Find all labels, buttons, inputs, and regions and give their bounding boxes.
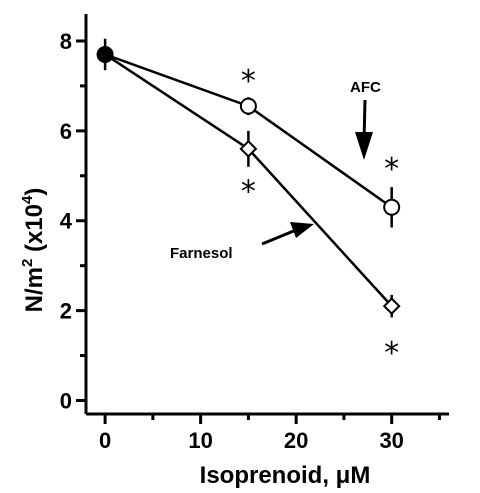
x-tick-label: 0 xyxy=(99,428,111,453)
y-axis-title-sup-1: 2 xyxy=(19,259,36,267)
y-axis-title-close: ) xyxy=(21,188,48,196)
annotation-farnesol-arrow xyxy=(261,228,297,246)
y-tick-label: 6 xyxy=(60,119,72,144)
x-axis-title: Isoprenoid, μM xyxy=(200,462,371,489)
significance-asterisk: * xyxy=(384,152,399,187)
annotation-layer: AFC Farnesol xyxy=(170,79,381,262)
data-point-farnesol xyxy=(382,297,401,316)
series-layer: * * * * xyxy=(96,38,401,371)
significance-asterisk: * xyxy=(241,64,256,99)
y-axis-title-group: N/m2 (x104) xyxy=(19,188,48,313)
y-tick-label: 2 xyxy=(60,299,72,324)
data-point-farnesol xyxy=(239,139,258,158)
data-point-afc xyxy=(239,97,257,115)
annotation-farnesol-arrowhead xyxy=(290,222,314,238)
annotation-farnesol: Farnesol xyxy=(170,245,233,262)
x-tick-label: 30 xyxy=(379,428,403,453)
y-axis-title-main: N/m xyxy=(21,267,48,312)
y-tick-label: 4 xyxy=(60,209,73,234)
axes: 0 2 4 6 8 0 10 20 30 xyxy=(60,14,449,453)
x-tick-label: 10 xyxy=(188,428,212,453)
annotation-afc: AFC xyxy=(350,79,381,96)
annotation-afc-arrowhead xyxy=(355,132,373,160)
significance-asterisk: * xyxy=(241,174,256,209)
y-axis-title-paren: (x10 xyxy=(21,204,48,259)
y-axis-title-sup-2: 4 xyxy=(19,195,36,204)
x-tick-label: 20 xyxy=(284,428,308,453)
y-axis-title: N/m2 (x104) xyxy=(19,188,48,313)
data-point-afc xyxy=(383,198,401,216)
y-tick-label: 8 xyxy=(60,29,72,54)
significance-asterisk: * xyxy=(384,336,399,371)
data-point-control xyxy=(96,45,114,63)
y-tick-label: 0 xyxy=(60,389,72,414)
